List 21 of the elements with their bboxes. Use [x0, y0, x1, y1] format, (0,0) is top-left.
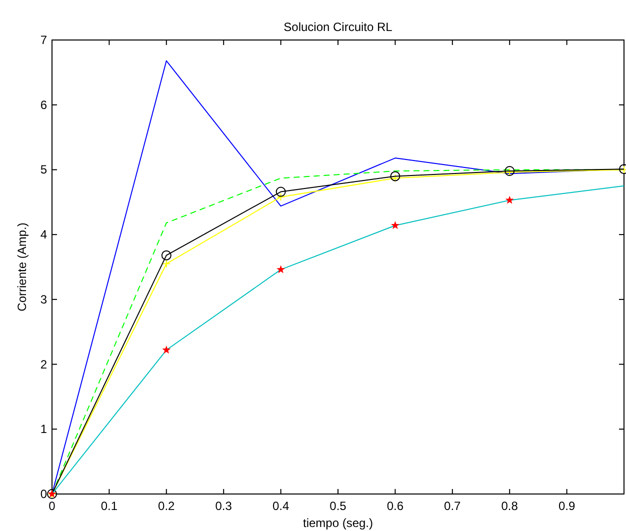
- x-tick-label: 0.8: [501, 499, 518, 513]
- x-tick-label: 0.1: [100, 499, 118, 513]
- x-tick-label: 0: [48, 499, 56, 513]
- y-axis-title: Corriente (Amp.): [15, 222, 29, 312]
- x-tick-label: 0.2: [158, 499, 176, 513]
- y-tick-label: 7: [40, 33, 48, 47]
- x-tick-label: 0.4: [272, 499, 290, 513]
- y-tick-label: 0: [40, 487, 48, 501]
- y-tick-label: 2: [40, 357, 48, 372]
- y-tick-label: 3: [40, 292, 48, 306]
- x-tick-label: 0.6: [386, 499, 404, 513]
- x-tick-label: 0.5: [330, 499, 347, 513]
- x-tick-label: 0.9: [558, 499, 576, 513]
- chart-title: Solucion Circuito RL: [284, 20, 393, 34]
- x-tick-label: 0.7: [444, 499, 462, 513]
- y-tick-label: 5: [40, 162, 48, 177]
- x-tick-label: 0.3: [215, 499, 232, 513]
- y-tick-label: 4: [40, 228, 48, 242]
- y-tick-label: 6: [40, 98, 48, 112]
- y-tick-label: 1: [40, 422, 48, 436]
- x-axis-title: tiempo (seg.): [302, 516, 374, 530]
